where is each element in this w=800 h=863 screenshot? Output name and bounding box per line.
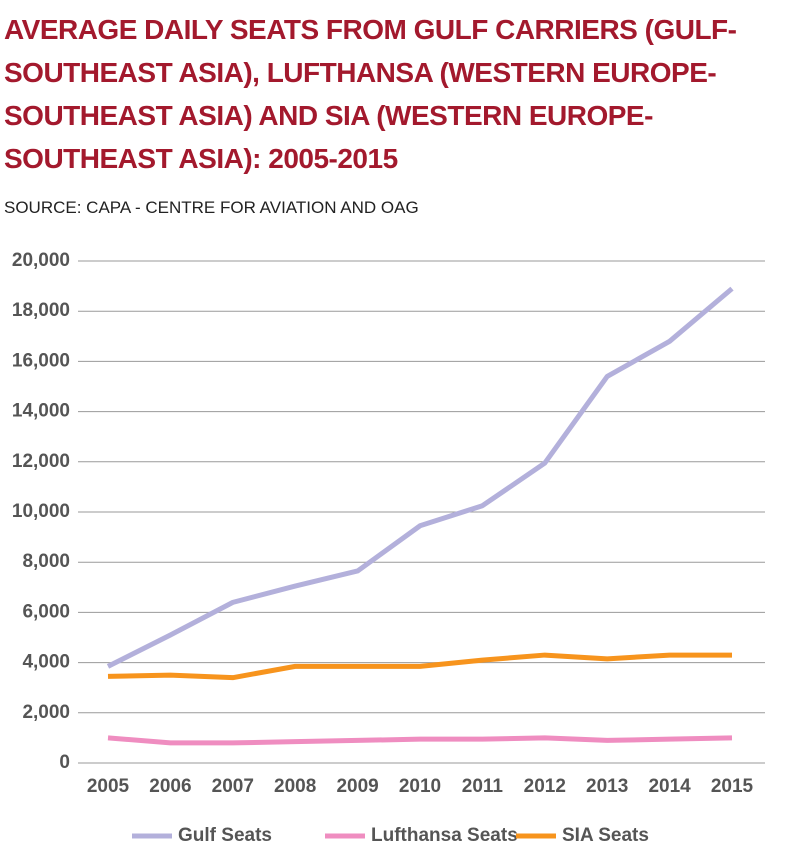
- x-tick-label: 2010: [399, 776, 441, 797]
- y-tick-label: 10,000: [12, 501, 70, 522]
- series-line: [106, 286, 734, 669]
- x-tick-label: 2014: [648, 776, 691, 797]
- x-tick-label: 2015: [711, 776, 754, 797]
- y-tick-label: 4,000: [22, 652, 70, 673]
- x-tick-label: 2009: [336, 776, 378, 797]
- y-tick-label: 14,000: [12, 401, 70, 422]
- series-line: [107, 735, 733, 746]
- legend-label: Lufthansa Seats: [371, 825, 518, 846]
- y-tick-label: 0: [59, 752, 70, 773]
- y-tick-label: 20,000: [12, 250, 70, 271]
- legend-label: SIA Seats: [562, 825, 649, 846]
- y-tick-label: 16,000: [12, 350, 70, 371]
- y-tick-label: 18,000: [12, 300, 70, 321]
- legend-label: Gulf Seats: [178, 825, 272, 846]
- series-line: [107, 652, 732, 681]
- y-tick-label: 12,000: [12, 451, 70, 472]
- x-tick-label: 2012: [524, 776, 566, 797]
- x-tick-label: 2008: [274, 776, 316, 797]
- x-tick-label: 2011: [462, 776, 504, 797]
- x-tick-label: 2005: [87, 776, 130, 797]
- chart-title: AVERAGE DAILY SEATS FROM GULF CARRIERS (…: [4, 14, 737, 174]
- y-tick-label: 2,000: [22, 702, 70, 723]
- y-tick-label: 8,000: [22, 551, 70, 572]
- x-tick-label: 2013: [586, 776, 628, 797]
- x-tick-label: 2006: [149, 776, 191, 797]
- chart-subtitle: SOURCE: CAPA - CENTRE FOR AVIATION AND O…: [4, 198, 419, 217]
- y-tick-label: 6,000: [22, 601, 70, 622]
- x-tick-label: 2007: [212, 776, 254, 797]
